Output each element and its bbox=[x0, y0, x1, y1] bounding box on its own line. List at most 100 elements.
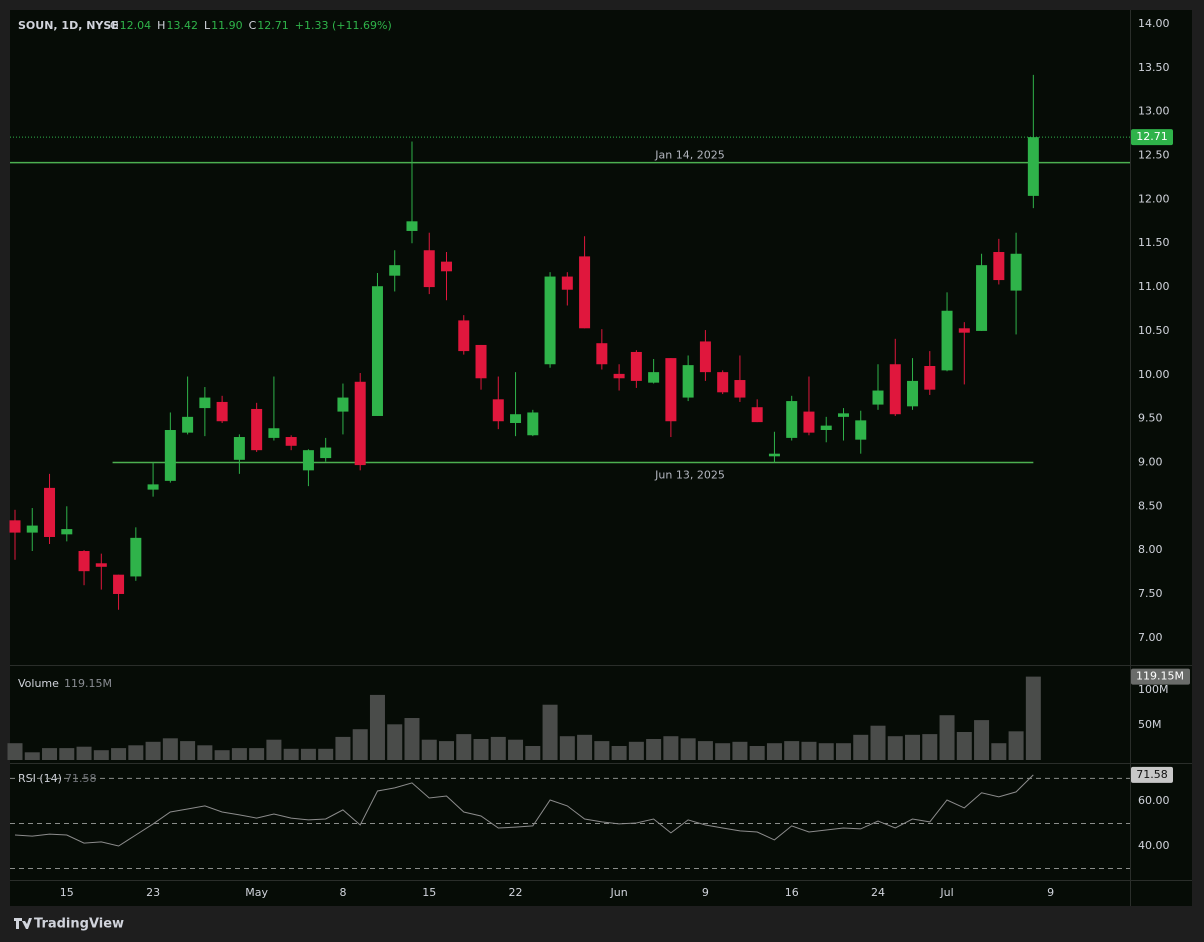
volume-bar bbox=[214, 750, 230, 760]
candle-body bbox=[630, 351, 642, 381]
x-tick-label: Jul bbox=[939, 886, 953, 899]
y-tick-label: 100M bbox=[1138, 683, 1169, 696]
candle-body bbox=[164, 430, 176, 481]
volume-bar bbox=[801, 741, 817, 760]
volume-bar bbox=[697, 741, 713, 760]
volume-bar bbox=[577, 734, 593, 760]
volume-value: 119.15M bbox=[64, 677, 112, 690]
candle-body bbox=[941, 310, 953, 371]
volume-bar bbox=[611, 746, 627, 760]
volume-bar bbox=[162, 738, 178, 760]
candle-body bbox=[648, 372, 660, 383]
volume-bar bbox=[76, 746, 92, 760]
candle-body bbox=[492, 399, 504, 422]
x-tick-label: 15 bbox=[60, 886, 74, 899]
volume-bar bbox=[749, 746, 765, 760]
y-tick-label: 11.00 bbox=[1138, 280, 1170, 293]
rsi-line bbox=[14, 774, 1034, 847]
volume-bar bbox=[300, 748, 316, 760]
y-tick-label: 10.00 bbox=[1138, 368, 1170, 381]
candle-body bbox=[751, 407, 763, 423]
volume-bar bbox=[628, 741, 644, 760]
x-tick-label: 9 bbox=[1047, 886, 1054, 899]
candle-body bbox=[320, 447, 332, 459]
volume-bar bbox=[352, 729, 368, 760]
candle-body bbox=[872, 390, 884, 405]
x-tick-label: May bbox=[245, 886, 268, 899]
y-tick-label: 13.00 bbox=[1138, 105, 1170, 118]
candle-body bbox=[699, 341, 711, 373]
volume-bar bbox=[508, 739, 524, 760]
candle-body bbox=[561, 276, 573, 290]
x-tick-label: 22 bbox=[509, 886, 523, 899]
candle-body bbox=[251, 408, 263, 451]
chart-background bbox=[10, 10, 1192, 906]
candle-body bbox=[855, 420, 867, 440]
x-tick-label: Jun bbox=[610, 886, 628, 899]
volume-bar bbox=[318, 748, 334, 760]
y-tick-label: 8.00 bbox=[1138, 543, 1163, 556]
volume-tag-label: 119.15M bbox=[1136, 670, 1184, 683]
candle-body bbox=[907, 380, 919, 407]
legend-value: 12.71 bbox=[257, 19, 289, 32]
volume-bar bbox=[7, 743, 23, 760]
volume-bar bbox=[905, 734, 921, 760]
candle-body bbox=[199, 397, 211, 409]
y-tick-label: 12.00 bbox=[1138, 192, 1170, 205]
candle-body bbox=[61, 529, 73, 535]
volume-bar bbox=[870, 725, 886, 760]
volume-bar bbox=[111, 748, 127, 760]
candle-body bbox=[579, 256, 591, 329]
candle-body bbox=[768, 453, 780, 457]
candle-body bbox=[182, 416, 194, 433]
y-tick-label: 11.50 bbox=[1138, 236, 1170, 249]
volume-bar bbox=[283, 748, 299, 760]
volume-bar bbox=[559, 736, 575, 760]
legend-change: +1.33 (+11.69%) bbox=[295, 19, 392, 32]
volume-bar bbox=[439, 741, 455, 760]
volume-title: Volume bbox=[18, 677, 59, 690]
candle-body bbox=[510, 414, 522, 423]
candle-body bbox=[1010, 253, 1022, 291]
candle-body bbox=[285, 437, 297, 446]
volume-bar bbox=[93, 750, 109, 760]
candle-body bbox=[441, 261, 453, 272]
legend-value: 11.90 bbox=[211, 19, 243, 32]
legend-value: 13.42 bbox=[166, 19, 198, 32]
volume-bar bbox=[663, 736, 679, 760]
volume-bar bbox=[1008, 731, 1024, 760]
y-tick-label: 10.50 bbox=[1138, 324, 1170, 337]
candle-body bbox=[302, 450, 314, 471]
volume-bar bbox=[835, 743, 851, 760]
legend-label: O bbox=[110, 19, 119, 32]
price-tag bbox=[1131, 129, 1173, 146]
candle-body bbox=[734, 380, 746, 398]
line-label: Jun 13, 2025 bbox=[654, 468, 725, 481]
candle-body bbox=[786, 401, 798, 438]
candle-body bbox=[613, 373, 625, 379]
volume-bar bbox=[732, 741, 748, 760]
candle-body bbox=[406, 221, 418, 231]
volume-bar bbox=[766, 743, 782, 760]
line-label: Jan 14, 2025 bbox=[654, 149, 724, 162]
volume-bar bbox=[128, 745, 144, 760]
volume-bar bbox=[42, 748, 58, 760]
volume-bar bbox=[542, 704, 558, 760]
legend-label: C bbox=[249, 19, 257, 32]
volume-bar bbox=[525, 746, 541, 760]
y-tick-label: 50M bbox=[1138, 718, 1162, 731]
y-tick-label: 9.50 bbox=[1138, 412, 1163, 425]
volume-bar bbox=[818, 743, 834, 760]
volume-bar bbox=[59, 748, 75, 760]
candle-body bbox=[682, 365, 694, 398]
x-tick-label: 23 bbox=[146, 886, 160, 899]
candle-body bbox=[1027, 137, 1039, 196]
volume-bar bbox=[784, 741, 800, 760]
volume-bar bbox=[456, 734, 472, 760]
volume-bar bbox=[335, 736, 351, 760]
volume-bar bbox=[853, 734, 869, 760]
volume-bar bbox=[404, 718, 420, 760]
candle-body bbox=[820, 425, 832, 431]
candle-body bbox=[544, 276, 556, 365]
candle-body bbox=[354, 381, 366, 466]
